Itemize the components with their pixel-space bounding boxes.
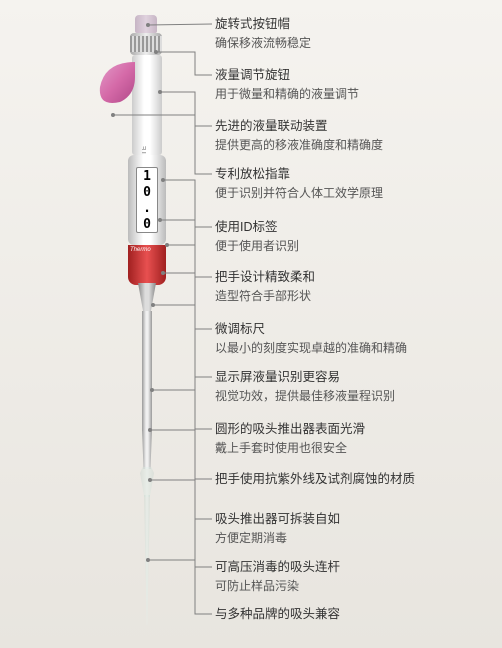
annotation-title: 圆形的吸头推出器表面光滑	[215, 420, 495, 439]
annotation-title: 旋转式按钮帽	[215, 15, 495, 34]
annotation: 专利放松指靠便于识别并符合人体工效学原理	[215, 165, 495, 202]
annotation-sub: 以最小的刻度实现卓越的准确和精确	[215, 339, 495, 357]
display-housing: 1 0 . 0	[128, 155, 166, 245]
logo-band	[128, 245, 166, 285]
annotation-sub: 用于微量和精确的液量调节	[215, 85, 495, 103]
annotation-sub: 造型符合手部形状	[215, 287, 495, 305]
digit: 1	[143, 170, 151, 183]
annotation: 把手使用抗紫外线及试剂腐蚀的材质	[215, 470, 495, 489]
annotation-sub: 视觉功效，提供最佳移液量程识别	[215, 387, 495, 405]
annotation: 吸头推出器可拆装自如方便定期消毒	[215, 510, 495, 547]
pipette-shaft	[142, 311, 152, 431]
digit: .	[143, 202, 151, 215]
annotation-sub: 提供更高的移液准确度和精确度	[215, 136, 495, 154]
annotation-sub: 便于使用者识别	[215, 237, 495, 255]
pipette-shaft-end	[142, 429, 152, 469]
annotation: 圆形的吸头推出器表面光滑戴上手套时使用也很安全	[215, 420, 495, 457]
annotation-sub: 确保移液流畅稳定	[215, 34, 495, 52]
annotation: 显示屏液量识别更容易视觉功效，提供最佳移液量程识别	[215, 368, 495, 405]
annotation: 与多种品牌的吸头兼容	[215, 605, 495, 624]
pipette-illustration: 1 0 . 0	[90, 15, 170, 635]
annotation-title: 专利放松指靠	[215, 165, 495, 184]
annotation-title: 先进的液量联动装置	[215, 117, 495, 136]
diagram-container: 1 0 . 0 旋转式按钮帽确保移液流畅稳定液量调节旋钮用于微量和精确的液量调节…	[0, 0, 502, 648]
annotation: 微调标尺以最小的刻度实现卓越的准确和精确	[215, 320, 495, 357]
annotation-title: 显示屏液量识别更容易	[215, 368, 495, 387]
annotation: 可高压消毒的吸头连杆可防止样品污染	[215, 558, 495, 595]
annotation-title: 把手使用抗紫外线及试剂腐蚀的材质	[215, 470, 495, 489]
volume-display: 1 0 . 0	[136, 167, 158, 233]
annotation-title: 微调标尺	[215, 320, 495, 339]
annotation: 旋转式按钮帽确保移液流畅稳定	[215, 15, 495, 52]
annotation: 把手设计精致柔和造型符合手部形状	[215, 268, 495, 305]
volume-knob	[130, 33, 162, 55]
digit: 0	[143, 186, 151, 199]
annotation-title: 使用ID标签	[215, 218, 495, 237]
pipette-tip-collar	[140, 467, 154, 497]
finger-rest	[95, 57, 150, 112]
annotation-sub: 戴上手套时使用也很安全	[215, 439, 495, 457]
pipette-tip	[144, 495, 150, 625]
annotation-title: 液量调节旋钮	[215, 66, 495, 85]
annotation-title: 吸头推出器可拆装自如	[215, 510, 495, 529]
annotation-sub: 可防止样品污染	[215, 577, 495, 595]
annotation-sub: 便于识别并符合人体工效学原理	[215, 184, 495, 202]
digit: 0	[143, 218, 151, 231]
annotation-title: 可高压消毒的吸头连杆	[215, 558, 495, 577]
pipette-cap	[135, 15, 157, 33]
pipette-cone	[138, 283, 156, 313]
annotation-sub: 方便定期消毒	[215, 529, 495, 547]
annotation-title: 与多种品牌的吸头兼容	[215, 605, 495, 624]
annotation-title: 把手设计精致柔和	[215, 268, 495, 287]
annotation: 使用ID标签便于使用者识别	[215, 218, 495, 255]
annotation: 先进的液量联动装置提供更高的移液准确度和精确度	[215, 117, 495, 154]
annotation: 液量调节旋钮用于微量和精确的液量调节	[215, 66, 495, 103]
